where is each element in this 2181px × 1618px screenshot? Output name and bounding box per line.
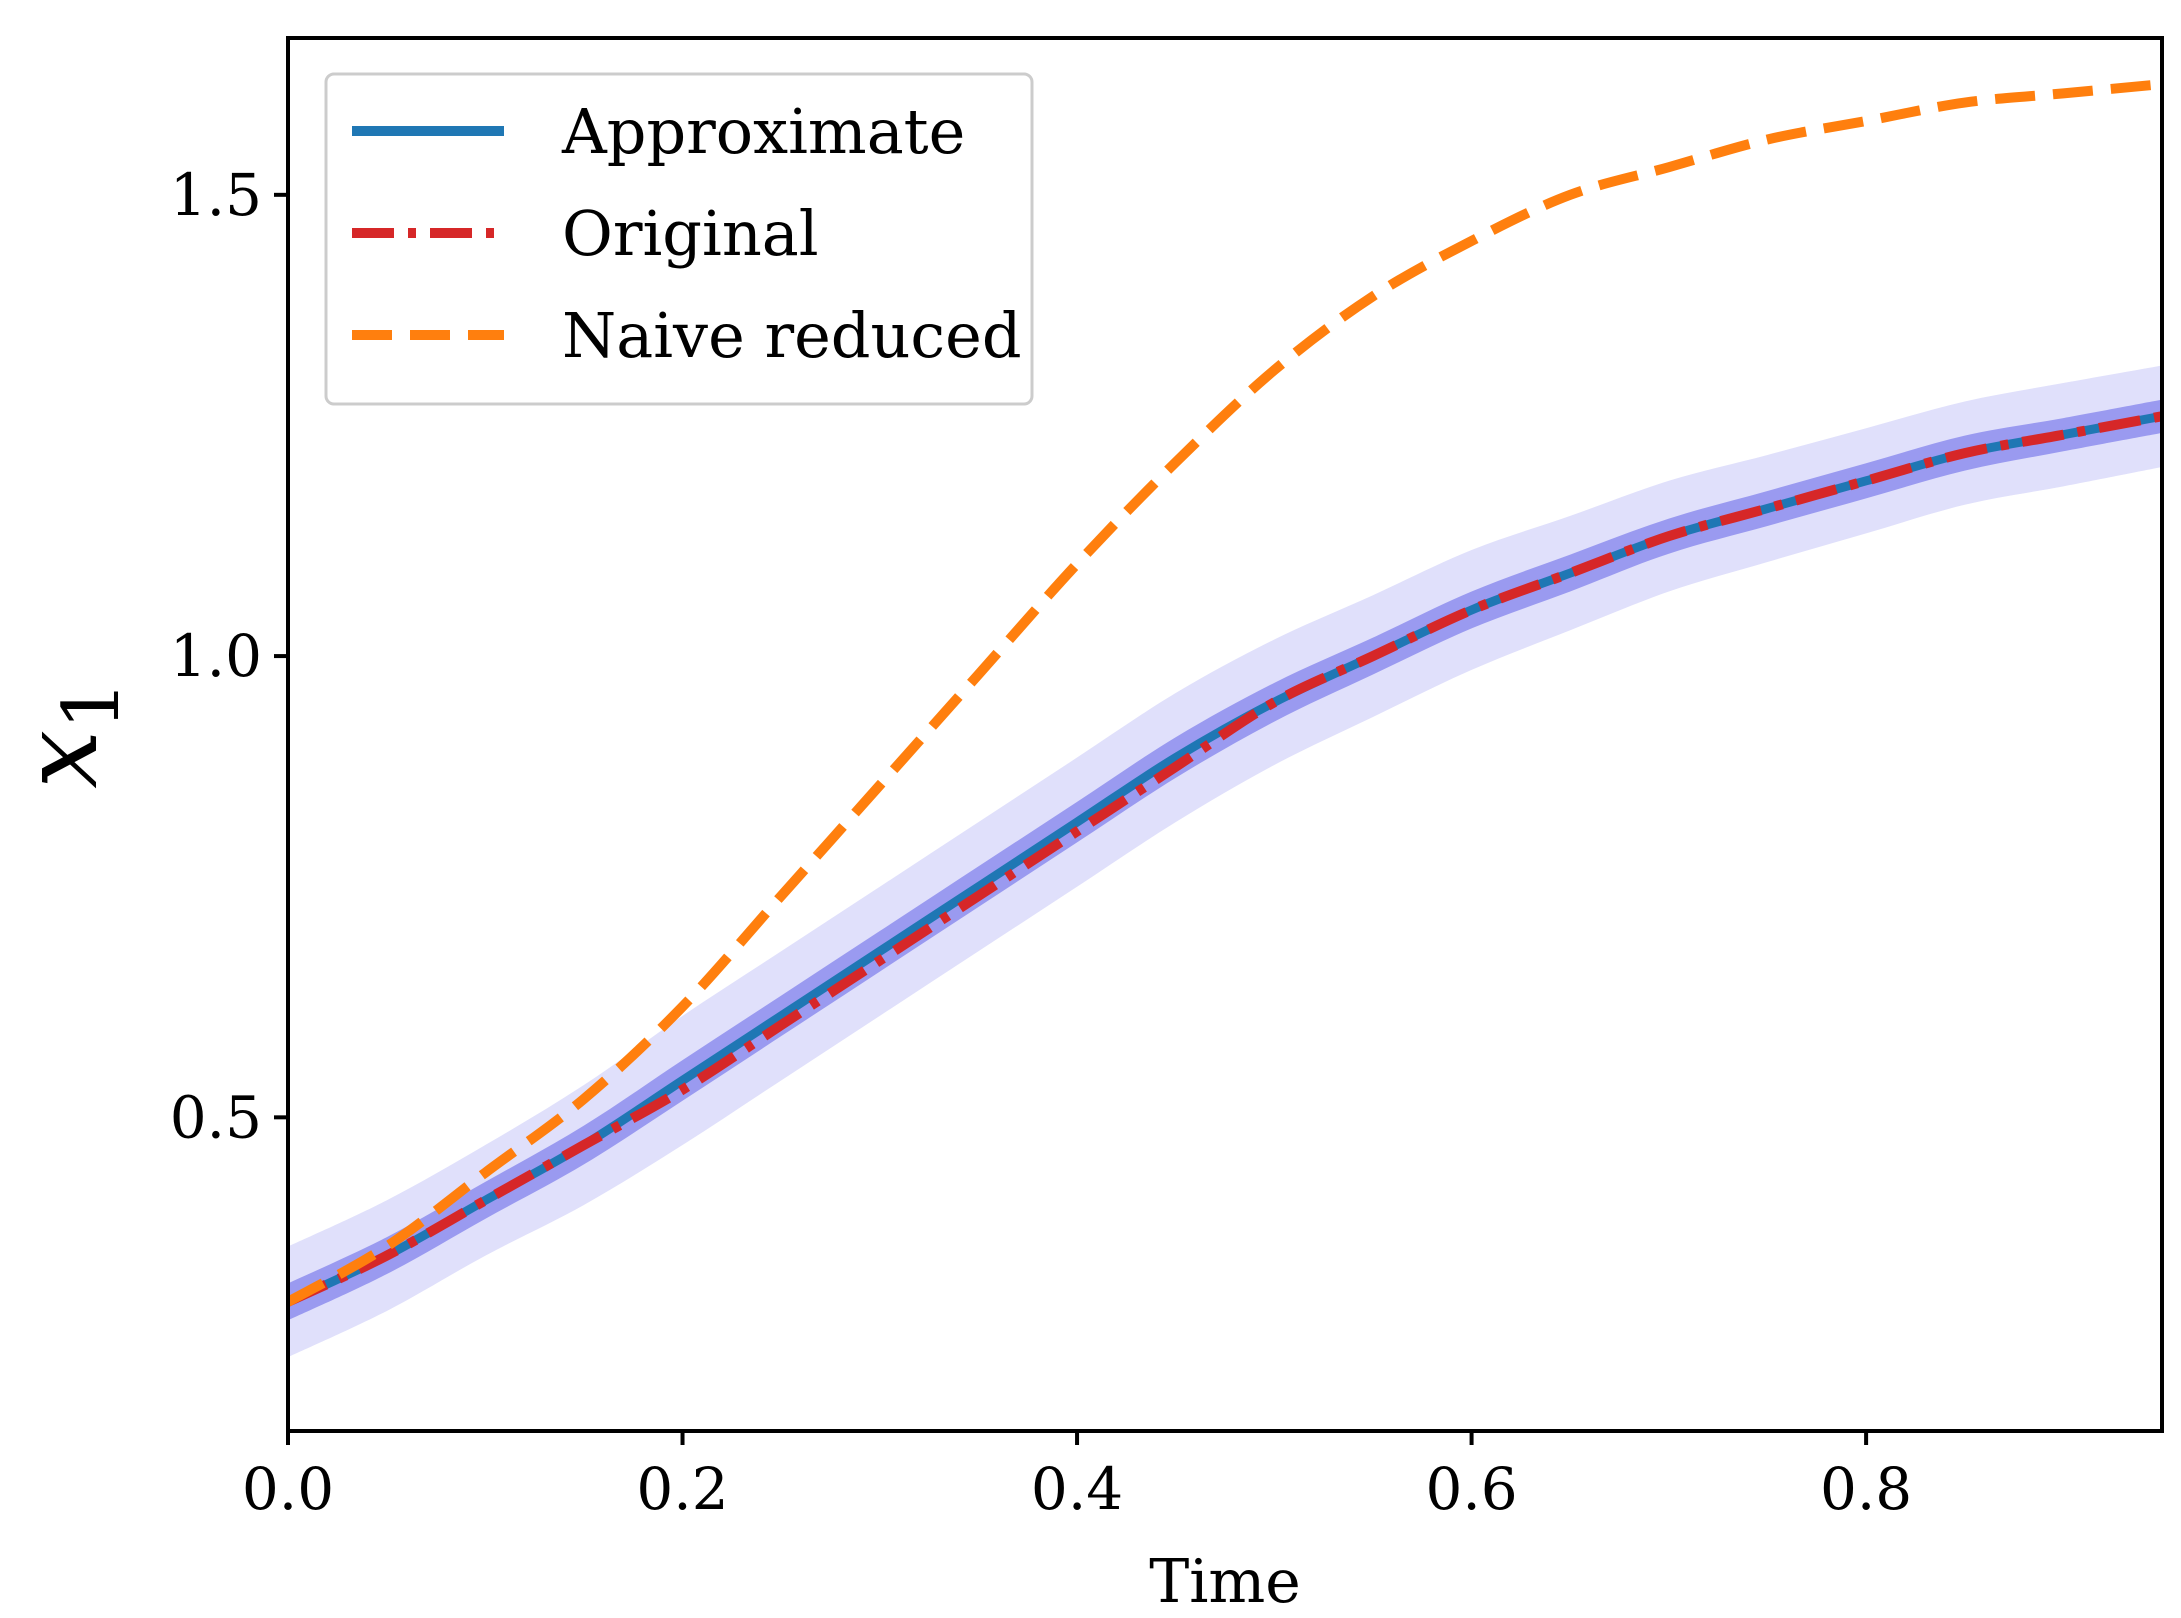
y-axis-title-subscript: 1 [47, 680, 137, 730]
outer-uncertainty-band [288, 365, 2162, 1358]
legend: Approximate Original Naive reduced [324, 72, 1034, 406]
x-tick-label: 0.4 [1031, 1455, 1123, 1523]
y-axis-ticks: 0.5 1.0 1.5 [170, 161, 288, 1151]
y-axis-title: x1 [0, 680, 137, 788]
x-tick-label: 0.6 [1425, 1455, 1517, 1523]
x-tick-label: 0.8 [1820, 1455, 1912, 1523]
x-axis-ticks: 0.0 0.2 0.4 0.6 0.8 [242, 1431, 1912, 1523]
legend-label-original: Original [562, 197, 819, 270]
legend-box [324, 72, 1034, 406]
plot-frame [286, 36, 2164, 1433]
y-tick-label: 1.5 [170, 161, 262, 229]
x-tick-label: 0.2 [636, 1455, 728, 1523]
series-layer [288, 79, 2162, 1307]
legend-items: Approximate Original Naive reduced [352, 95, 1022, 372]
series-line-naive-reduced [288, 79, 2162, 1307]
legend-label-approximate: Approximate [561, 95, 965, 168]
series-line-original [288, 411, 2162, 1307]
x-axis-title: Time [1149, 1547, 1301, 1617]
y-tick-label: 1.0 [170, 622, 262, 690]
legend-label-naive-reduced: Naive reduced [562, 299, 1022, 372]
y-axis-title-main: x [0, 730, 121, 789]
bands-layer [288, 365, 2162, 1358]
x-tick-label: 0.0 [242, 1455, 334, 1523]
y-tick-label: 0.5 [170, 1083, 262, 1151]
